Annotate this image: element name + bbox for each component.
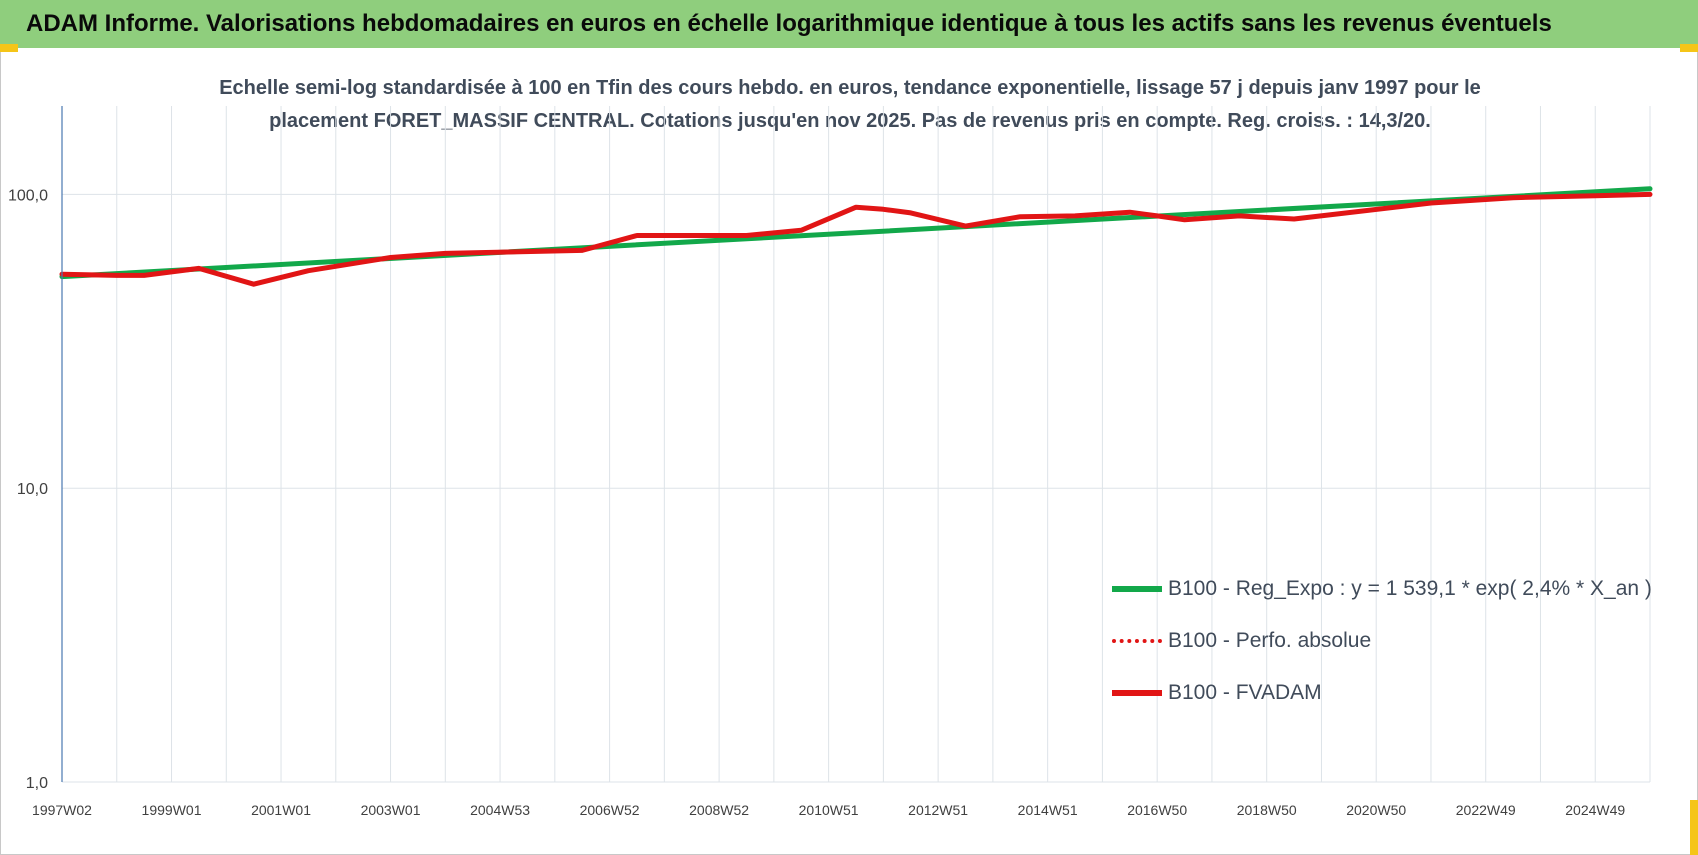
legend-swatch-green-solid xyxy=(1112,586,1162,592)
legend-item-reg-expo: B100 - Reg_Expo : y = 1 539,1 * exp( 2,4… xyxy=(1112,563,1652,615)
x-tick-label: 2001W01 xyxy=(251,802,311,818)
x-tick-label: 2010W51 xyxy=(799,802,859,818)
x-tick-label: 2018W50 xyxy=(1237,802,1297,818)
series-line-reg-expo xyxy=(59,186,1653,280)
legend-item-perfo-absolue: B100 - Perfo. absolue xyxy=(1112,615,1652,667)
x-tick-label: 1997W02 xyxy=(32,802,92,818)
chart-legend: B100 - Reg_Expo : y = 1 539,1 * exp( 2,4… xyxy=(1112,563,1652,719)
series-layer xyxy=(59,186,1653,287)
legend-swatch-red-dotted xyxy=(1112,639,1162,643)
banner-title: ADAM Informe. Valorisations hebdomadaire… xyxy=(26,10,1552,37)
corner-accent-top-right xyxy=(1680,44,1698,52)
corner-accent-bottom-right xyxy=(1690,800,1698,855)
legend-label-perfo-absolue: B100 - Perfo. absolue xyxy=(1168,629,1372,652)
y-tick-label: 100,0 xyxy=(8,187,48,204)
axes-layer: 1,0 10,0 100,0 1997W02 1999W01 2001W01 2003W01… xyxy=(8,106,1625,818)
legend-swatch-red-solid xyxy=(1112,690,1162,696)
x-tick-label: 2024W49 xyxy=(1565,802,1625,818)
x-tick-label: 2006W52 xyxy=(580,802,640,818)
x-tick-label: 2022W49 xyxy=(1456,802,1516,818)
legend-item-fvadam: B100 - FVADAM xyxy=(1112,667,1652,719)
page-title-banner: ADAM Informe. Valorisations hebdomadaire… xyxy=(0,0,1698,48)
x-tick-label: 2008W52 xyxy=(689,802,749,818)
x-tick-label: 2020W50 xyxy=(1346,802,1406,818)
y-tick-label: 1,0 xyxy=(26,775,48,792)
corner-accent-top-left xyxy=(0,44,18,52)
series-line-fvadam xyxy=(59,191,1653,287)
x-tick-label: 2016W50 xyxy=(1127,802,1187,818)
chart-title: Echelle semi-log standardisée à 100 en T… xyxy=(219,77,1481,132)
y-tick-label: 10,0 xyxy=(17,481,48,498)
legend-label-fvadam: B100 - FVADAM xyxy=(1168,681,1322,704)
x-tick-label: 2012W51 xyxy=(908,802,968,818)
x-tick-label: 2014W51 xyxy=(1018,802,1078,818)
x-tick-label: 2004W53 xyxy=(470,802,530,818)
x-tick-label: 2003W01 xyxy=(361,802,421,818)
x-tick-label: 1999W01 xyxy=(142,802,202,818)
legend-label-reg-expo: B100 - Reg_Expo : y = 1 539,1 * exp( 2,4… xyxy=(1168,577,1652,600)
